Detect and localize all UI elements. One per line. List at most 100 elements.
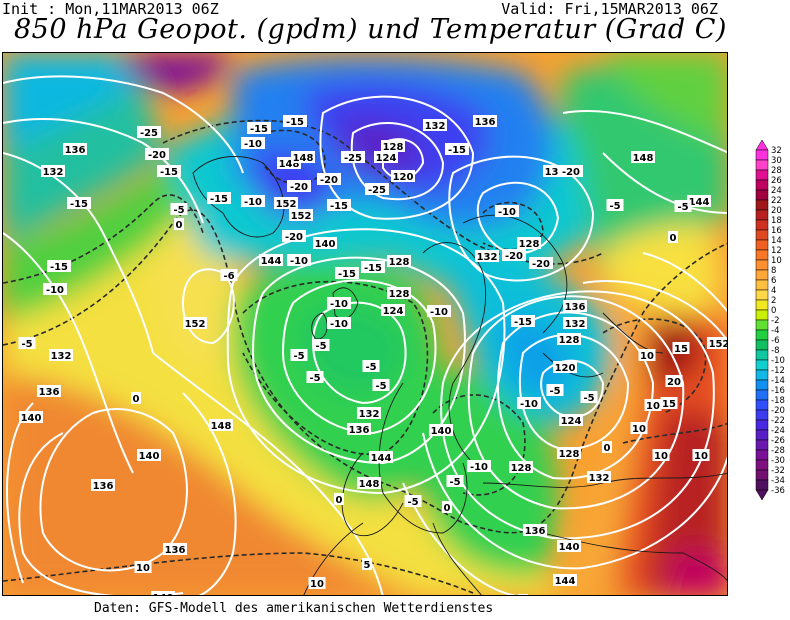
temp-label: -10 xyxy=(520,399,538,410)
height-label: 132 xyxy=(43,167,64,178)
temp-label: -10 xyxy=(330,299,348,310)
legend-tick-label: -36 xyxy=(771,486,785,496)
height-label: 152 xyxy=(276,199,297,210)
legend-swatch xyxy=(755,379,769,391)
temp-label: -15 xyxy=(50,262,68,273)
legend-tick-label: 2 xyxy=(771,296,776,306)
height-label-bg xyxy=(473,115,497,127)
temp-label: -15 xyxy=(338,269,356,280)
temp-label-bg xyxy=(220,269,238,281)
legend-swatch xyxy=(755,239,769,251)
legend-tick-label: -6 xyxy=(771,336,779,346)
temp-label: -25 xyxy=(368,185,386,196)
legend-arrow-top xyxy=(755,140,769,151)
height-label: 136 xyxy=(565,302,586,313)
temp-label: -25 xyxy=(140,128,158,139)
legend-tick-label: -32 xyxy=(771,466,785,476)
height-label: 128 xyxy=(519,239,540,250)
legend-tick-label: -4 xyxy=(771,326,779,336)
temp-label-bg xyxy=(692,449,710,461)
height-label-bg xyxy=(707,337,727,349)
temp-label: -5 xyxy=(173,205,184,216)
height-label-bg xyxy=(151,591,175,595)
temp-label: -15 xyxy=(160,167,178,178)
temp-label: 0 xyxy=(604,443,611,454)
height-label: 140 xyxy=(21,413,42,424)
legend-tick-label: 14 xyxy=(771,236,782,246)
height-label: 152 xyxy=(709,339,728,350)
init-time: Init : Mon,11MAR2013 06Z xyxy=(2,0,219,18)
legend-tick-label: 4 xyxy=(771,286,776,296)
map-title: 850 hPa Geopot. (gpdm) und Temperatur (G… xyxy=(14,14,727,45)
temp-label-bg xyxy=(137,126,161,138)
temp-label: -25 xyxy=(344,153,362,164)
legend-swatch xyxy=(755,299,769,311)
height-label: 128 xyxy=(383,142,404,153)
temp-label: -15 xyxy=(286,117,304,128)
legend-tick-label: -10 xyxy=(771,356,785,366)
temp-label: -15 xyxy=(70,199,88,210)
temp-label-bg xyxy=(365,183,389,195)
temp-label-bg xyxy=(517,397,541,409)
temp-label: -20 xyxy=(562,167,580,178)
height-label-bg xyxy=(19,411,43,423)
temp-label: -10 xyxy=(244,139,262,150)
temp-label-bg xyxy=(335,267,359,279)
temp-label: -5 xyxy=(293,351,304,362)
height-label-bg xyxy=(523,524,547,536)
temp-label-bg xyxy=(674,200,692,212)
temp-label-bg xyxy=(361,261,385,273)
temp-label-bg xyxy=(287,180,311,192)
temp-label-bg xyxy=(241,195,265,207)
height-label-bg xyxy=(137,449,161,461)
temp-label-bg xyxy=(580,391,598,403)
temp-label-bg xyxy=(241,137,265,149)
legend-swatch xyxy=(755,219,769,231)
height-label: 144 xyxy=(261,256,282,267)
legend-tick-label: -24 xyxy=(771,426,785,436)
temp-label-bg xyxy=(630,422,648,434)
temp-label: -10 xyxy=(498,207,516,218)
legend-swatch xyxy=(755,259,769,271)
temperature-field xyxy=(3,53,727,595)
legend-swatch xyxy=(755,329,769,341)
legend-swatch xyxy=(755,369,769,381)
data-source: Daten: GFS-Modell des amerikanischen Wet… xyxy=(94,601,494,616)
temp-label: -10 xyxy=(244,197,262,208)
legend-tick-label: -22 xyxy=(771,416,785,426)
legend-swatch xyxy=(755,199,769,211)
legend-tick-label: -20 xyxy=(771,406,785,416)
height-label: 128 xyxy=(389,289,410,300)
legend-swatch xyxy=(755,269,769,281)
temp-label-bg xyxy=(529,257,553,269)
temp-label-bg xyxy=(341,151,365,163)
temp-label: -15 xyxy=(210,194,228,205)
height-label: 136 xyxy=(475,117,496,128)
temp-label-bg xyxy=(157,165,181,177)
temp-label-bg xyxy=(327,317,351,329)
temp-label: 15 xyxy=(662,399,676,410)
map-canvas: 1361321281521321361401481401361361401441… xyxy=(3,53,728,595)
legend-swatch xyxy=(755,209,769,221)
temp-label-bg xyxy=(317,173,341,185)
height-label-bg xyxy=(563,300,587,312)
height-label: 124 xyxy=(561,416,582,427)
height-label-bg xyxy=(559,414,583,426)
height-label: 148 xyxy=(633,153,654,164)
temp-label-bg xyxy=(638,349,656,361)
temp-label-bg xyxy=(404,495,422,507)
legend-swatch xyxy=(755,359,769,371)
temp-label-bg xyxy=(47,260,71,272)
height-label-bg xyxy=(391,170,415,182)
height-label: 132 xyxy=(359,409,380,420)
temp-label: -10 xyxy=(430,307,448,318)
legend-swatch xyxy=(755,309,769,321)
temp-label-bg xyxy=(287,254,311,266)
legend-tick-label: -26 xyxy=(771,436,785,446)
height-label-bg xyxy=(553,361,577,373)
temp-label-bg xyxy=(43,283,67,295)
legend-tick-label: -18 xyxy=(771,396,785,406)
height-label-bg xyxy=(553,574,577,586)
temp-label-bg xyxy=(327,297,351,309)
legend-swatch xyxy=(755,399,769,411)
